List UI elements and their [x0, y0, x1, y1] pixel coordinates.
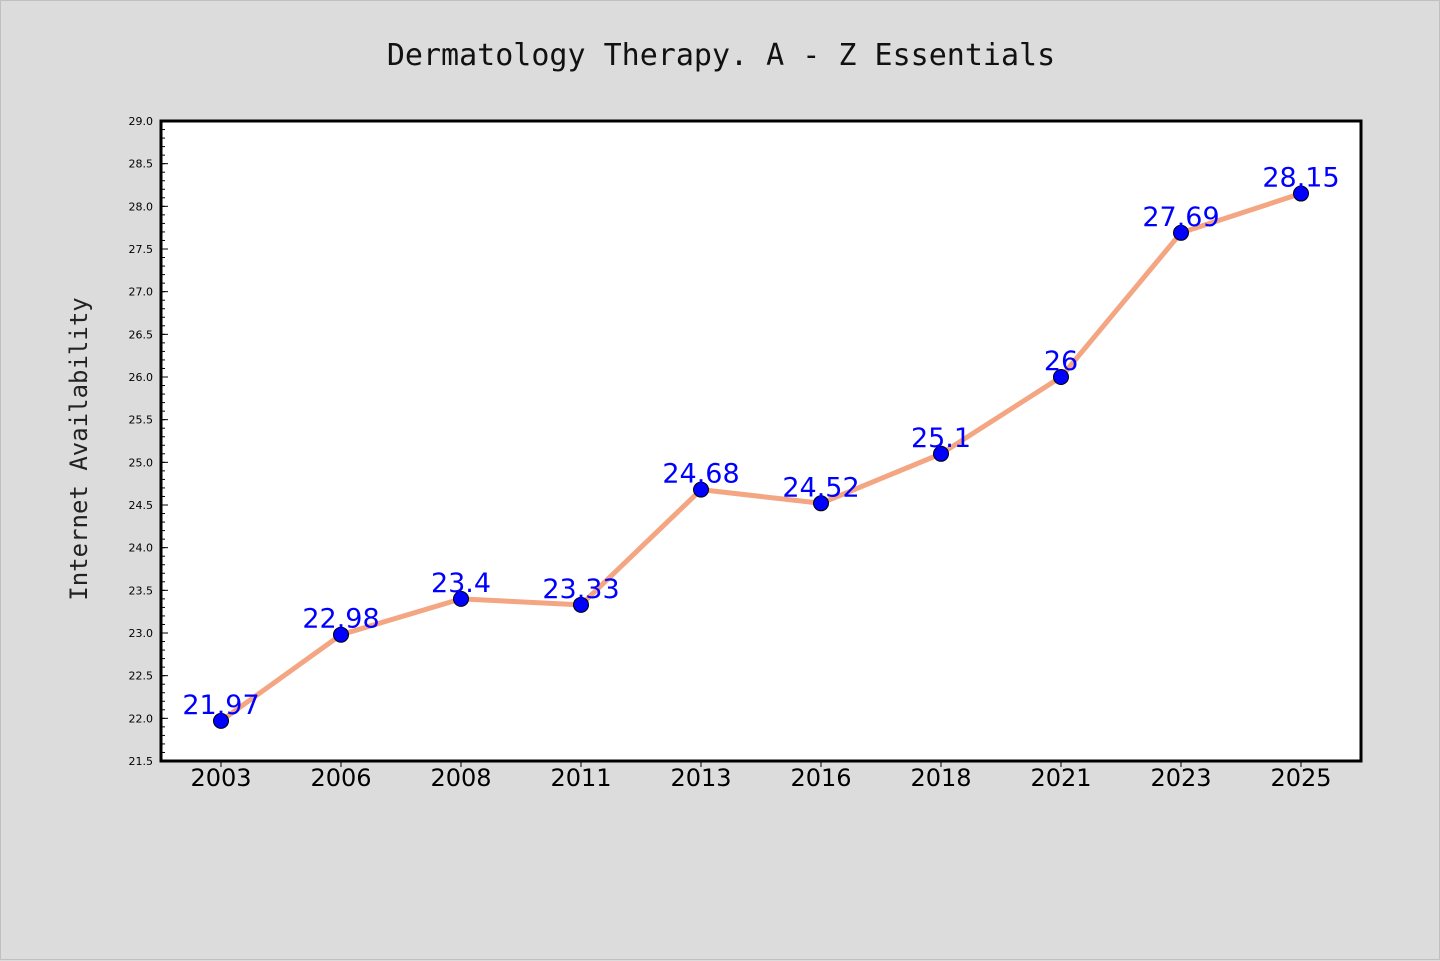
x-axis: 2003 2006 2008 2011 2013 2016 2018 2021 2023 2025 — [190, 761, 1332, 792]
y-tick-label: 28.0 — [129, 200, 154, 213]
data-label: 24.68 — [662, 459, 739, 490]
x-tick-label: 2018 — [910, 764, 971, 792]
y-tick-label: 26.0 — [129, 371, 154, 384]
data-point — [573, 596, 589, 613]
y-tick-label: 25.5 — [129, 414, 154, 427]
data-label: 26 — [1044, 346, 1078, 377]
x-tick-label: 2003 — [190, 764, 251, 792]
data-label: 22.98 — [302, 604, 379, 635]
data-label: 27.69 — [1142, 202, 1219, 233]
x-tick-label: 2025 — [1270, 764, 1331, 792]
x-tick-label: 2006 — [310, 764, 371, 792]
y-tick-label: 22.0 — [129, 712, 154, 725]
x-tick-label: 2023 — [1150, 764, 1211, 792]
y-tick-label: 29.0 — [129, 115, 154, 128]
plot-border — [159, 119, 1363, 763]
x-tick-label: 2016 — [790, 764, 851, 792]
data-point — [1293, 185, 1309, 202]
y-tick-label: 24.0 — [129, 542, 154, 555]
data-label: 21.97 — [182, 690, 259, 721]
y-tick-label: 24.5 — [129, 499, 154, 512]
y-tick-label: 23.0 — [129, 627, 154, 640]
y-tick-label: 21.5 — [129, 755, 154, 768]
y-tick-label: 25.0 — [129, 456, 154, 469]
data-label: 23.33 — [542, 574, 619, 605]
chart-title: Dermatology Therapy. A - Z Essentials — [387, 38, 1055, 73]
series-layer: 21.97 22.98 23.4 23.33 24.68 24.52 25.1 26 27.69… — [182, 163, 1340, 729]
data-point — [453, 590, 469, 607]
data-point — [693, 481, 709, 498]
plot-area — [161, 121, 1361, 761]
series-line — [218, 191, 1304, 724]
x-tick-label: 2011 — [550, 764, 611, 792]
y-tick-label: 28.5 — [129, 158, 154, 171]
y-tick-label: 22.5 — [129, 670, 154, 683]
y-axis: 21.5 22.0 22.5 23.0 23.5 24.0 24.5 25.0 25.5 26.0… — [129, 115, 168, 768]
y-tick-label: 27.0 — [129, 286, 154, 299]
data-label: 23.4 — [431, 568, 491, 599]
data-point — [813, 495, 829, 512]
data-label: 24.52 — [782, 472, 859, 503]
data-point — [933, 445, 949, 462]
y-tick-label: 27.5 — [129, 243, 154, 256]
data-point — [1053, 369, 1069, 385]
data-point — [213, 712, 229, 729]
data-point — [333, 626, 349, 643]
data-label: 25.1 — [911, 423, 971, 454]
data-label: 28.15 — [1262, 163, 1339, 194]
x-tick-label: 2008 — [430, 764, 491, 792]
y-tick-label: 23.5 — [129, 584, 154, 597]
y-axis-label: Internet Availability — [65, 297, 93, 600]
y-tick-label: 26.5 — [129, 328, 154, 341]
data-point — [1173, 224, 1189, 241]
x-tick-label: 2021 — [1030, 764, 1091, 792]
x-tick-label: 2013 — [670, 764, 731, 792]
